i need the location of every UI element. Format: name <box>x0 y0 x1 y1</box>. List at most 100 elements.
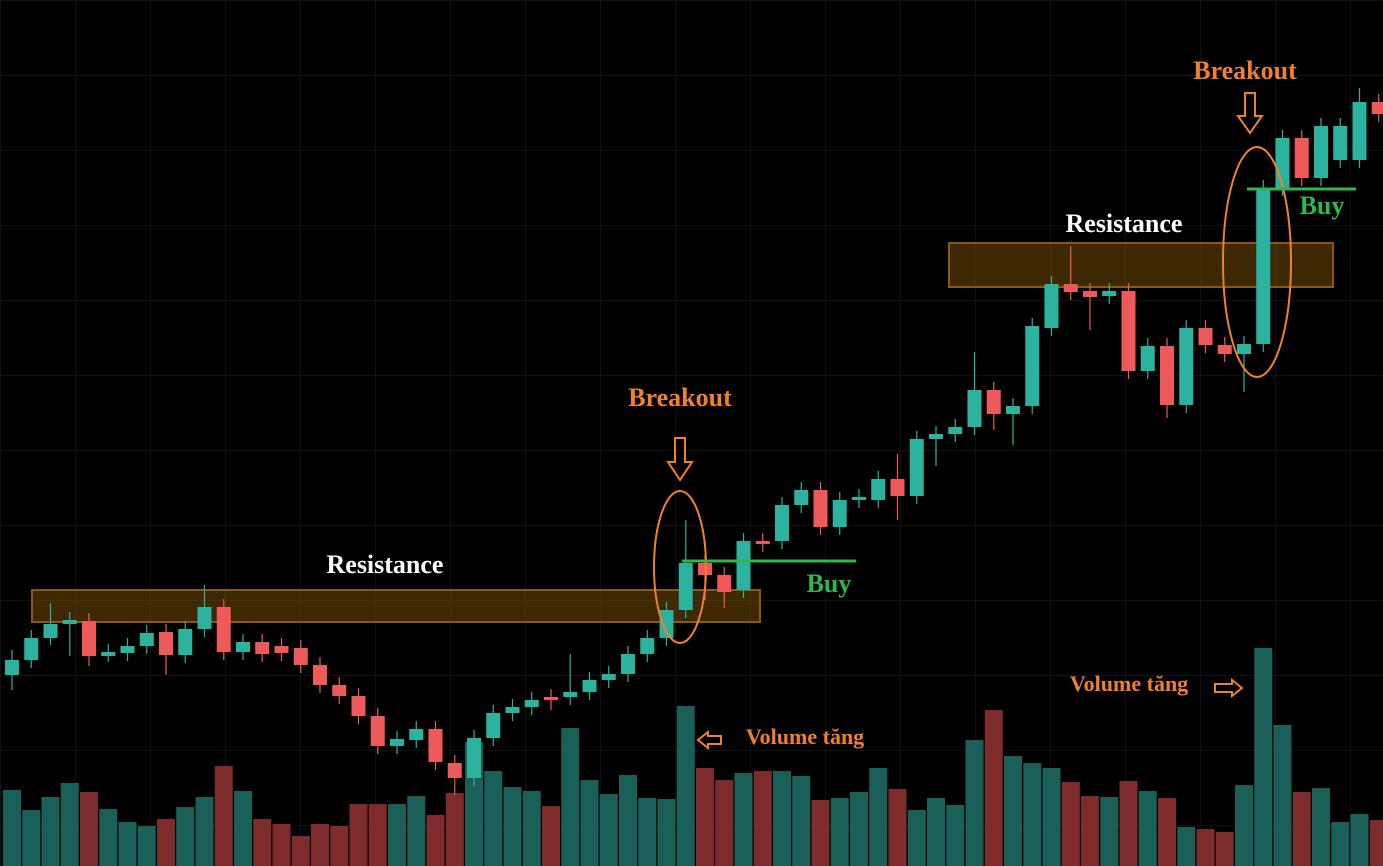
candle-body <box>601 674 616 680</box>
candle-body <box>139 633 154 646</box>
volume-bar <box>195 797 214 866</box>
candle-body <box>216 607 231 652</box>
candle-body <box>43 624 58 638</box>
volume-bar <box>907 810 926 866</box>
volume-bar <box>1119 781 1138 866</box>
volume-bar <box>22 810 41 866</box>
candle-body <box>313 665 327 685</box>
volume-bar <box>773 771 791 866</box>
volume-bar <box>1177 827 1196 866</box>
volume-bar <box>676 706 695 866</box>
candle-body <box>370 716 385 746</box>
volume-bar <box>503 787 522 866</box>
volume-bar <box>542 806 560 866</box>
candle-body <box>582 680 597 692</box>
volume-bar <box>561 728 580 866</box>
volume-bar <box>445 793 464 866</box>
volume-bar <box>118 822 137 866</box>
volume-bar <box>1273 725 1292 866</box>
candle-body <box>736 541 751 590</box>
candle-body <box>1025 326 1040 406</box>
volume-bar <box>41 797 60 866</box>
buy-label: Buy <box>807 569 852 598</box>
volume-bar <box>888 789 907 866</box>
candle-body <box>197 607 212 629</box>
volume-bar <box>984 710 1003 866</box>
volume-bar <box>214 766 233 866</box>
candle-body <box>563 692 578 697</box>
volume-bar <box>830 798 849 866</box>
candle-body <box>447 763 462 778</box>
resistance-zone <box>948 242 1334 288</box>
candle-body <box>24 638 39 660</box>
volume-bar <box>696 768 714 866</box>
volume-bar <box>619 775 637 866</box>
resistance-label: Resistance <box>1066 209 1183 238</box>
candle-body <box>467 738 481 778</box>
volume-bar <box>3 790 21 866</box>
candle-body <box>678 563 693 610</box>
volume-bar <box>1235 785 1253 866</box>
breakout-ellipse <box>1222 146 1292 378</box>
volume-bar <box>1004 756 1022 866</box>
candle-body <box>505 707 520 713</box>
candles-layer <box>5 88 1383 795</box>
volume-label: Volume tăng <box>1070 671 1188 696</box>
candle-body <box>486 713 501 738</box>
candle-body <box>332 685 347 696</box>
candle-body <box>428 729 443 762</box>
candle-body <box>775 505 789 541</box>
resistance-label: Resistance <box>327 550 444 579</box>
volume-bar <box>80 792 98 866</box>
volume-bar <box>1100 797 1119 866</box>
volume-bar <box>234 791 252 866</box>
candle-body <box>621 654 635 674</box>
candle-body <box>1371 102 1383 114</box>
candle-body <box>948 427 963 434</box>
left-arrow <box>696 729 722 751</box>
candle-body <box>236 642 250 652</box>
volume-bar <box>657 799 676 866</box>
volume-bar <box>349 804 368 866</box>
volume-bar <box>1138 791 1157 866</box>
candle-body <box>120 646 135 653</box>
volume-bar <box>137 826 156 866</box>
volume-bar <box>291 836 310 866</box>
volume-bar <box>484 771 503 866</box>
candle-body <box>967 390 982 427</box>
candle-body <box>101 652 116 656</box>
volume-bar <box>1042 768 1061 866</box>
volume-bar <box>1158 798 1176 866</box>
candle-body <box>5 660 19 675</box>
volume-bar <box>869 768 888 866</box>
candle-body <box>178 629 193 655</box>
candle-body <box>409 729 424 740</box>
candle-body <box>159 632 173 655</box>
candle-body <box>986 390 1001 414</box>
volume-bar <box>330 826 349 866</box>
candle-body <box>871 479 886 500</box>
volume-bar <box>753 771 772 866</box>
volume-bar <box>388 804 406 866</box>
candle-body <box>1160 346 1174 405</box>
volume-bar <box>1331 822 1350 866</box>
candle-body <box>929 434 943 439</box>
volume-bar <box>1081 796 1099 866</box>
candle-body <box>62 620 77 624</box>
volume-bar <box>1196 829 1215 866</box>
breakout-label: Breakout <box>628 383 732 412</box>
volume-bar <box>1023 763 1042 866</box>
candle-body <box>1121 291 1136 371</box>
candle-body <box>255 642 270 654</box>
candle-body <box>1102 291 1117 296</box>
candle-body <box>1044 284 1059 328</box>
candle-body <box>1198 328 1213 345</box>
volume-bar <box>850 792 868 866</box>
volume-bar <box>176 807 195 866</box>
resistance-zone <box>31 589 761 623</box>
candle-body <box>755 541 770 544</box>
candle-body <box>909 439 924 496</box>
volume-layer <box>3 648 1383 866</box>
volume-bar <box>1292 792 1311 866</box>
breakout-label: Breakout <box>1193 56 1297 85</box>
